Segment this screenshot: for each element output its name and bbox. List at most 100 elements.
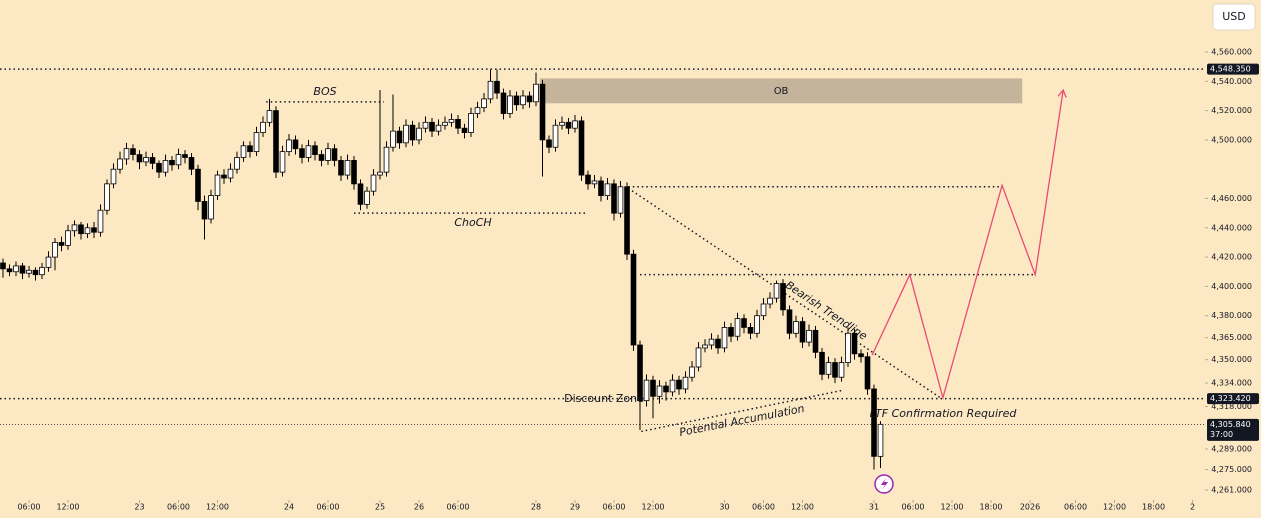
ob-zone bbox=[539, 78, 1023, 104]
candle-body bbox=[292, 139, 299, 150]
ob-label: OB bbox=[774, 86, 789, 97]
candle-body bbox=[572, 120, 578, 129]
x-tick-label: 2 bbox=[1190, 503, 1195, 512]
candle-body bbox=[494, 80, 500, 94]
candle-body bbox=[260, 121, 266, 133]
candle-body bbox=[364, 190, 370, 205]
candle-body bbox=[585, 174, 591, 185]
plot: OB bbox=[0, 68, 1205, 470]
x-tick-label: 12:00 bbox=[791, 503, 814, 512]
x-tick-label: 12:00 bbox=[206, 503, 229, 512]
candle-body bbox=[429, 121, 435, 132]
candle-body bbox=[526, 95, 533, 103]
x-tick-label: 18:00 bbox=[1142, 503, 1165, 512]
candle-body bbox=[663, 385, 669, 393]
candle-body bbox=[312, 145, 318, 155]
y-tick-label: 4,560.000 bbox=[1211, 48, 1252, 57]
candle-body bbox=[650, 379, 656, 397]
x-tick-label: 12:00 bbox=[940, 503, 963, 512]
candle-body bbox=[273, 110, 279, 173]
candle-body bbox=[747, 327, 754, 334]
y-tick-label: 4,318.000 bbox=[1211, 402, 1252, 411]
y-tick-label: 4,540.000 bbox=[1211, 77, 1252, 86]
candle-body bbox=[318, 154, 325, 161]
y-tick-label: 4,365.000 bbox=[1211, 333, 1252, 342]
candle-body bbox=[461, 127, 468, 133]
y-tick-label: 4,520.000 bbox=[1211, 106, 1252, 115]
candle-body bbox=[26, 269, 32, 274]
candle-body bbox=[351, 160, 357, 185]
x-tick-label: 30 bbox=[719, 503, 729, 512]
candle-body bbox=[383, 146, 390, 173]
candle-body bbox=[65, 230, 71, 246]
x-tick-label: 06:00 bbox=[602, 503, 625, 512]
candle-body bbox=[221, 174, 227, 179]
candle-body bbox=[169, 160, 175, 166]
candle-body bbox=[104, 183, 110, 211]
price-tag-label: 4,305.840 bbox=[1210, 420, 1251, 429]
projection-arrowhead bbox=[1057, 88, 1067, 98]
candle-body bbox=[838, 362, 845, 378]
x-tick-label: 28 bbox=[531, 503, 541, 512]
candle-body bbox=[32, 269, 39, 276]
candle-body bbox=[117, 158, 123, 170]
candle-body bbox=[162, 160, 169, 173]
candle-body bbox=[591, 180, 598, 185]
x-tick-label: 18:00 bbox=[979, 503, 1002, 512]
candle-body bbox=[58, 242, 65, 246]
candle-body bbox=[78, 224, 84, 235]
candle-body bbox=[156, 162, 162, 173]
candle-body bbox=[45, 256, 52, 268]
candle-body bbox=[877, 423, 884, 457]
x-tick-label: 06:00 bbox=[316, 503, 339, 512]
candle-body bbox=[123, 148, 130, 160]
candle-body bbox=[305, 145, 312, 158]
candle-body bbox=[643, 379, 650, 402]
x-tick-label: 06:00 bbox=[446, 503, 469, 512]
y-tick-label: 4,350.000 bbox=[1211, 355, 1252, 364]
candle-body bbox=[728, 327, 734, 337]
candle-body bbox=[760, 303, 767, 317]
bos-label: BOS bbox=[313, 85, 336, 98]
countdown: 37:00 bbox=[1210, 430, 1233, 439]
y-tick-label: 4,400.000 bbox=[1211, 282, 1252, 291]
candle-body bbox=[188, 157, 195, 170]
x-tick-label: 25 bbox=[375, 503, 385, 512]
candle-body bbox=[565, 121, 572, 129]
candle-body bbox=[513, 95, 520, 106]
candle-body bbox=[708, 338, 715, 346]
candle-body bbox=[286, 139, 292, 153]
candle-body bbox=[546, 139, 552, 148]
candle-body bbox=[338, 160, 344, 176]
currency[interactable]: USD bbox=[1222, 10, 1246, 23]
candle-body bbox=[143, 157, 149, 163]
x-tick-label: 24 bbox=[284, 503, 294, 512]
x-tick-label: 06:00 bbox=[1064, 503, 1087, 512]
candle-body bbox=[669, 379, 676, 393]
candle-body bbox=[604, 183, 611, 196]
candle-body bbox=[208, 195, 214, 220]
candle-body bbox=[539, 83, 546, 141]
candle-body bbox=[487, 80, 494, 100]
x-tick-label: 29 bbox=[570, 503, 580, 512]
event-bolt bbox=[881, 478, 888, 490]
candle-body bbox=[227, 168, 234, 179]
candle-body bbox=[819, 351, 825, 375]
candle-body bbox=[409, 124, 416, 141]
candle-body bbox=[325, 148, 331, 161]
candle-body bbox=[247, 145, 253, 153]
x-tick-label: 31 bbox=[869, 503, 879, 512]
candle-body bbox=[741, 318, 747, 328]
y-tick-label: 4,500.000 bbox=[1211, 135, 1252, 144]
ltf-label: LTF Confirmation Required bbox=[870, 407, 1018, 420]
candle-body bbox=[507, 95, 513, 114]
candle-body bbox=[676, 379, 682, 390]
currency-button[interactable] bbox=[1212, 3, 1256, 31]
candle-body bbox=[52, 242, 58, 258]
x-tick-label: 23 bbox=[134, 503, 144, 512]
candle-body bbox=[403, 124, 409, 144]
candle-body bbox=[767, 297, 773, 305]
candle-body bbox=[91, 227, 97, 233]
candle-body bbox=[468, 113, 474, 133]
